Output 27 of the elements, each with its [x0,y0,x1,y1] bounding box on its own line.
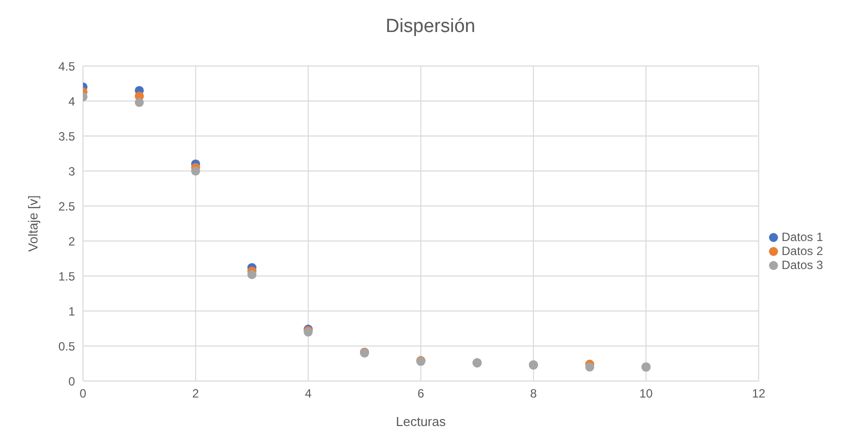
y-tick-label: 4.5 [58,59,76,74]
y-axis-title: Voltaje [v] [26,195,41,252]
y-tick-label: 1.5 [58,269,76,284]
legend-label: Datos 2 [782,244,823,258]
legend-label: Datos 1 [782,230,823,244]
x-tick-label: 8 [530,386,538,401]
chart-title: Dispersión [384,15,476,39]
point [191,166,200,176]
x-tick-label: 10 [639,386,654,401]
y-tick-label: 2.5 [58,199,76,214]
y-tick-label: 2 [68,234,76,248]
y-tick-label: 0 [68,374,76,388]
x-tick-label: 0 [80,386,87,401]
y-tick-label: 0.5 [58,339,76,354]
x-tick-label: 2 [192,386,200,401]
x-tick-label: 12 [752,386,766,401]
y-tick-label: 4 [68,94,76,108]
y-tick-label: 1 [68,304,76,318]
point [134,98,144,107]
point [585,362,594,372]
y-tick-label: 3 [68,164,76,178]
legend-label: Datos 3 [782,258,823,272]
x-tick-label: 4 [304,386,312,401]
y-tick-label: 3.5 [58,129,76,144]
point [247,270,256,280]
x-tick-label: 6 [417,386,424,401]
x-axis-title: Lecturas [396,414,446,429]
